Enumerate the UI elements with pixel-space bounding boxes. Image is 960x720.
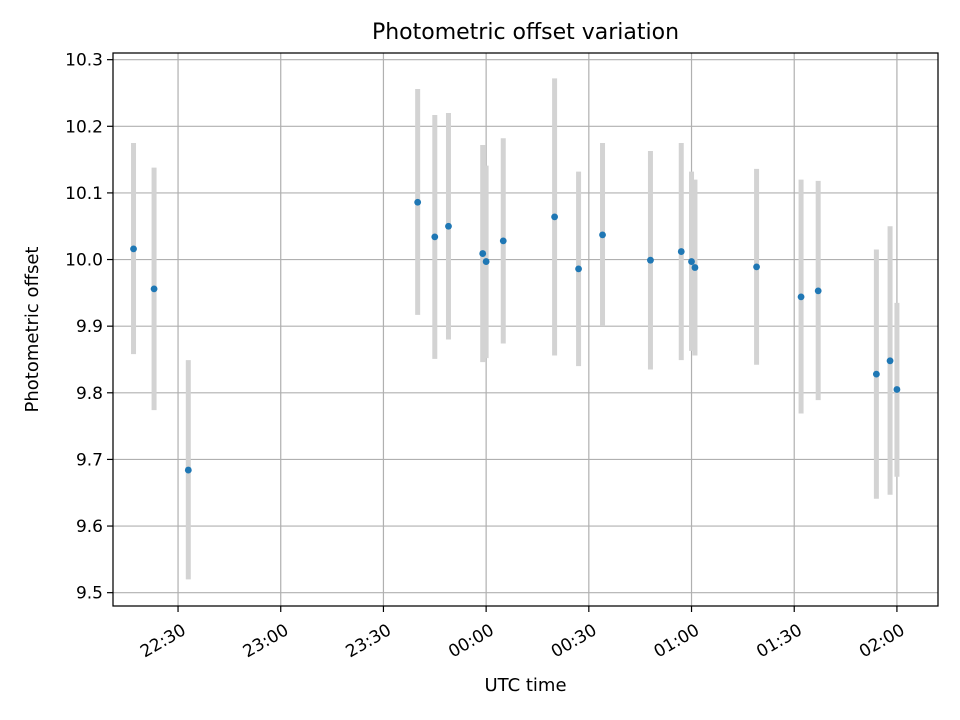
x-axis-label: UTC time bbox=[484, 675, 566, 696]
y-axis-label: Photometric offset bbox=[22, 247, 43, 413]
data-point bbox=[677, 248, 685, 255]
data-point bbox=[872, 370, 880, 378]
data-point bbox=[886, 357, 894, 365]
y-tick-label: 9.9 bbox=[76, 317, 103, 337]
chart-title: Photometric offset variation bbox=[372, 20, 679, 45]
data-point bbox=[647, 256, 654, 264]
data-point bbox=[797, 293, 805, 301]
data-point bbox=[893, 386, 901, 393]
point-layer bbox=[130, 198, 901, 474]
data-point bbox=[431, 233, 439, 241]
y-tick-label: 10.1 bbox=[65, 184, 103, 204]
data-point bbox=[482, 258, 490, 265]
data-point bbox=[551, 213, 558, 221]
y-tick-label: 9.6 bbox=[76, 517, 103, 537]
data-point bbox=[499, 237, 507, 245]
data-point bbox=[479, 250, 487, 257]
data-point bbox=[445, 222, 452, 230]
y-tick-label: 10.2 bbox=[65, 117, 103, 137]
y-tick-label: 9.7 bbox=[76, 450, 103, 470]
data-point bbox=[575, 265, 582, 273]
plot-area-frame bbox=[112, 52, 939, 607]
data-point bbox=[414, 198, 422, 206]
y-tick-label: 10.0 bbox=[65, 251, 103, 271]
data-point bbox=[814, 287, 822, 295]
data-point bbox=[691, 264, 699, 271]
data-point bbox=[184, 466, 192, 474]
data-point bbox=[688, 258, 695, 265]
data-point bbox=[150, 285, 158, 293]
y-tick-label: 10.3 bbox=[65, 51, 103, 71]
y-tick-label: 9.5 bbox=[76, 584, 103, 604]
y-tick-label: 9.8 bbox=[76, 384, 103, 404]
data-point bbox=[130, 245, 137, 253]
data-point bbox=[753, 263, 760, 271]
data-point bbox=[599, 231, 606, 239]
